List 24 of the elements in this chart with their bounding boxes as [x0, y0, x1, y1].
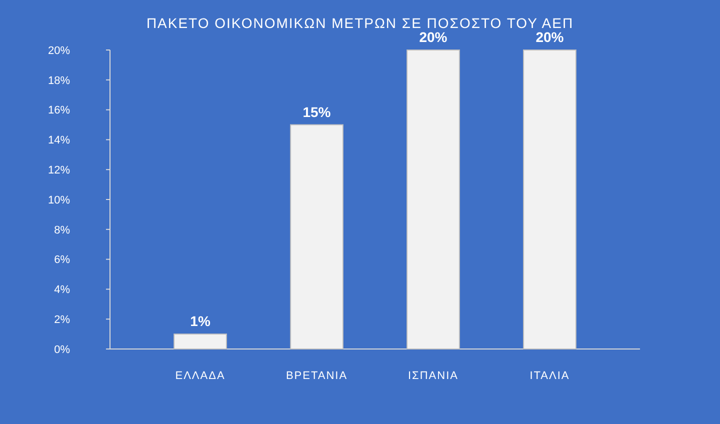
- data-label: 20%: [536, 29, 564, 45]
- data-label: 20%: [419, 29, 448, 45]
- x-tick-label: ΙΤΑΛΙΑ: [530, 370, 570, 382]
- y-tick-label: 4%: [54, 284, 70, 296]
- bar: [523, 50, 576, 350]
- bar: [406, 50, 460, 350]
- y-tick-label: 8%: [54, 224, 70, 236]
- y-tick-label: 0%: [54, 344, 70, 356]
- chart-title: ΠΑΚΕΤΟ ΟΙΚΟΝΟΜΙΚΩΝ ΜΕΤΡΩΝ ΣΕ ΠΟΣΟΣΤΟ ΤΟΥ ΑΕΠ: [146, 15, 574, 31]
- data-label: 15%: [302, 104, 332, 120]
- x-tick-label: ΙΣΠΑΝΙΑ: [408, 370, 458, 382]
- y-tick-label: 10%: [48, 194, 70, 206]
- y-tick-label: 14%: [48, 134, 70, 147]
- bar: [174, 334, 227, 350]
- y-tick-label: 2%: [54, 314, 70, 326]
- y-tick-label: 20%: [48, 44, 70, 57]
- y-tick-label: 12%: [48, 164, 70, 176]
- bar: [290, 124, 344, 350]
- x-tick-label: ΒΡΕΤΑΝΙΑ: [286, 370, 348, 382]
- y-tick-label: 18%: [48, 74, 70, 87]
- data-label: 1%: [190, 313, 211, 330]
- y-tick-label: 16%: [48, 104, 70, 117]
- y-tick-label: 6%: [54, 254, 70, 266]
- x-tick-label: ΕΛΛΑΔΑ: [175, 370, 226, 382]
